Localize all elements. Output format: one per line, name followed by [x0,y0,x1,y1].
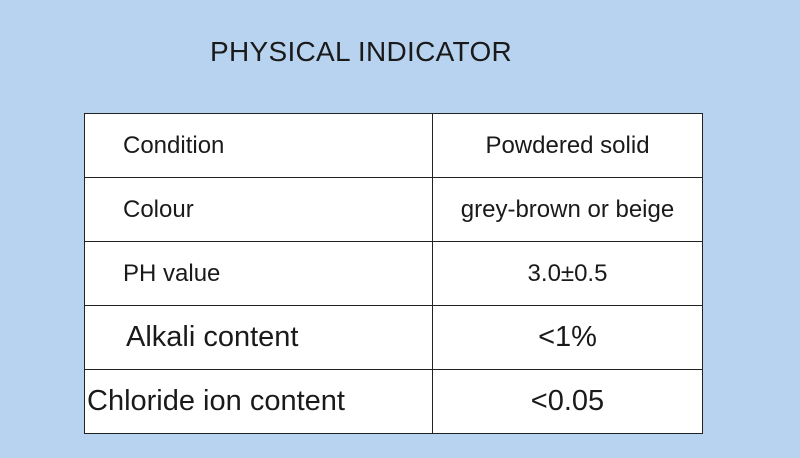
table-row: Colour grey-brown or beige [84,177,703,242]
cell: Colour [84,177,433,242]
cell: Condition [84,113,433,178]
table-row: PH value 3.0±0.5 [84,241,703,306]
table-row: Condition Powdered solid [84,113,703,178]
cell: <0.05 [432,369,703,434]
title: PHYSICAL INDICATOR [210,36,513,67]
table-row: Alkali content <1% [84,305,703,370]
indicator-table: Condition Powdered solid Colour grey-bro… [84,113,703,434]
cell: <1% [432,305,703,370]
cell: 3.0±0.5 [432,241,703,306]
cell: Chloride ion content [84,369,433,434]
cell: Alkali content [84,305,433,370]
table-row: Chloride ion content <0.05 [84,369,703,434]
cell: grey-brown or beige [432,177,703,242]
cell: Powdered solid [432,113,703,178]
cell: PH value [84,241,433,306]
